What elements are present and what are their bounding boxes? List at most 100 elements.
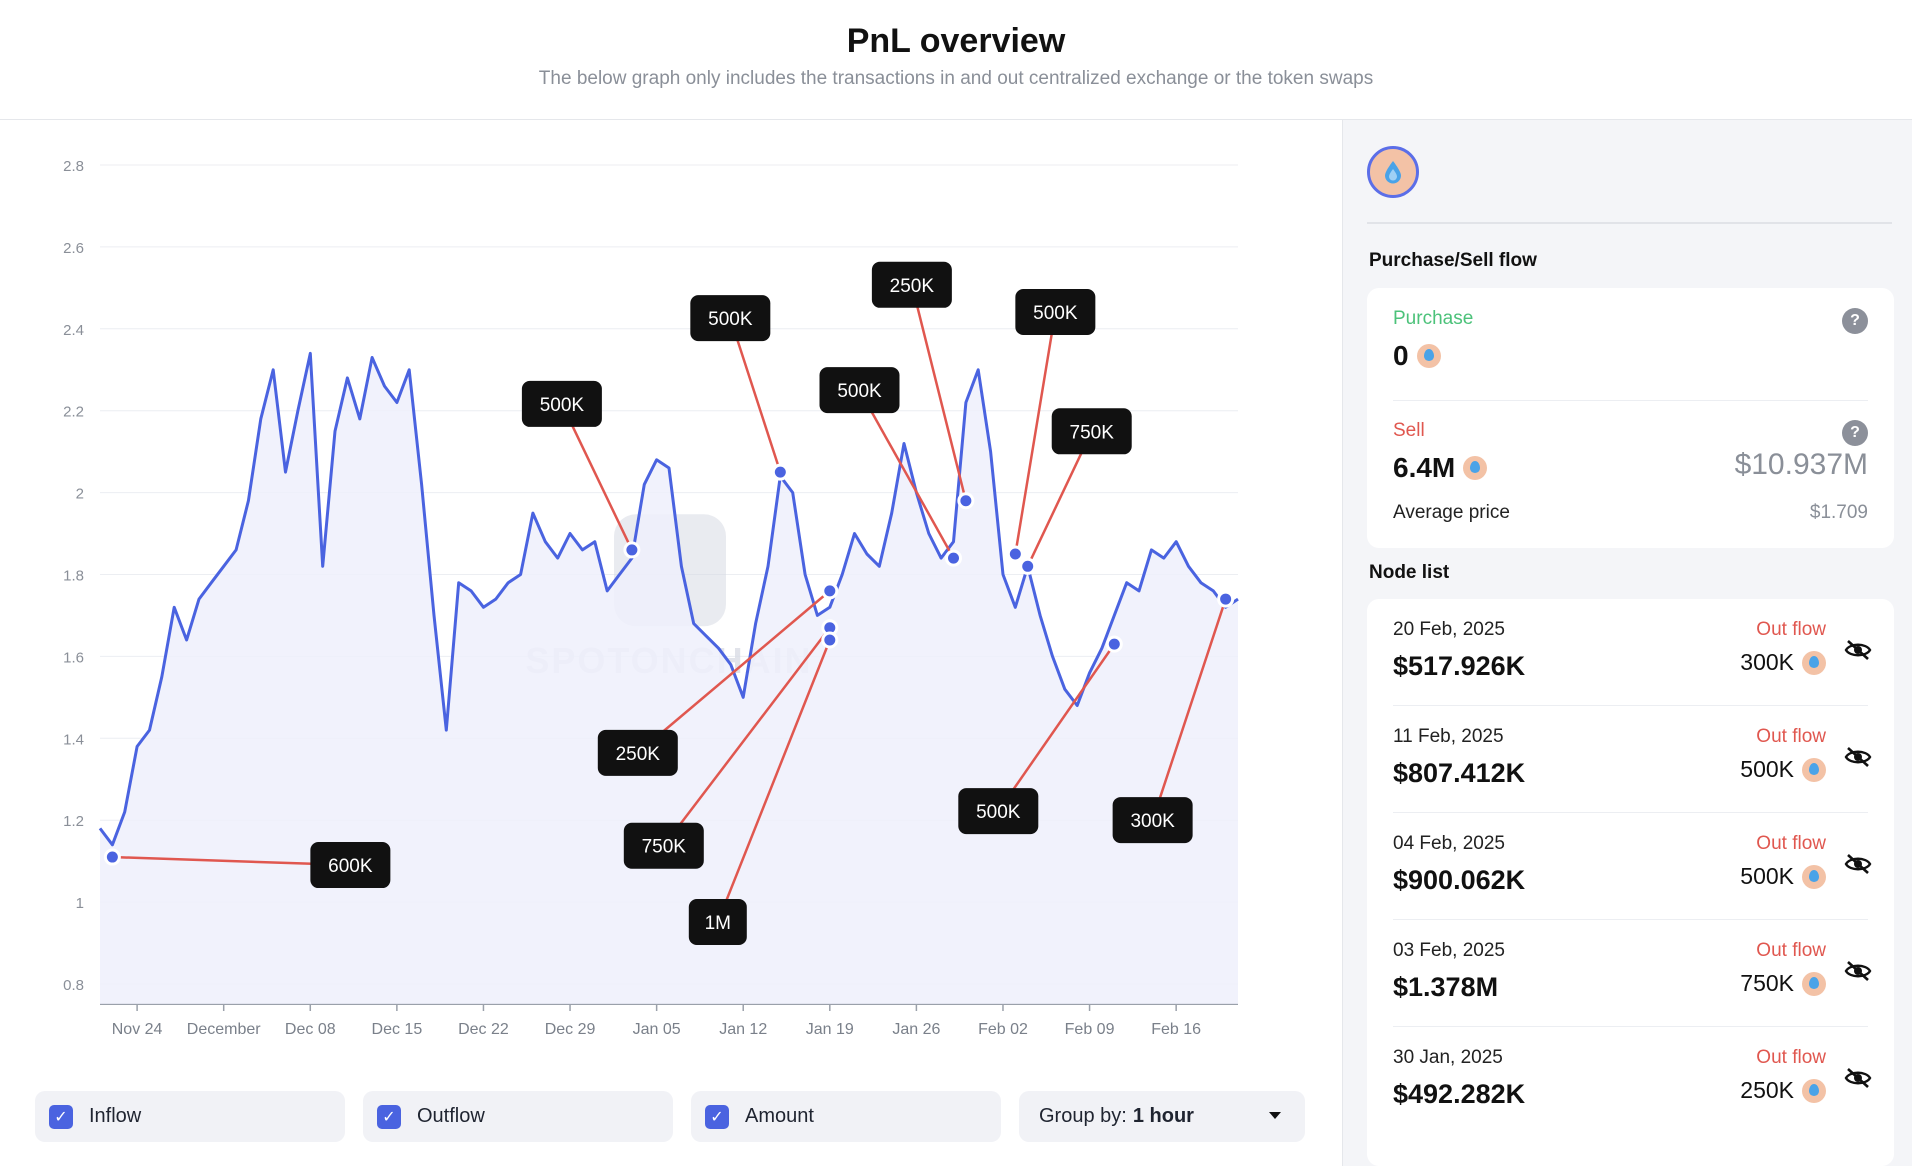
chart-panel: 0.8 1 1.2 1.4 1.6 1.8 2 2.2 2.4 2.6 2.8 Nov 24 Decem… xyxy=(0,120,1342,1166)
sell-label: Sell xyxy=(1393,420,1425,441)
outflow-label: Outflow xyxy=(417,1105,485,1127)
sell-help-icon[interactable]: ? xyxy=(1842,420,1868,446)
node-token-amount: 500K xyxy=(1740,863,1826,890)
outflow-toggle[interactable]: ✓ Outflow xyxy=(363,1091,673,1142)
marker-label: 750K xyxy=(1070,422,1115,443)
flow-section-title: Purchase/Sell flow xyxy=(1369,250,1537,271)
marker-label-box xyxy=(958,788,1039,835)
marker-label-box xyxy=(690,295,771,342)
node-flow-type: Out flow xyxy=(1756,833,1826,854)
sell-usd-value: $10.937M xyxy=(1734,448,1868,481)
sidebar: Purchase/Sell flow Purchase ? 0 Sell ? 6… xyxy=(1343,120,1912,1166)
node-token-value: 300K xyxy=(1740,649,1794,675)
marker-dot xyxy=(1019,557,1037,575)
marker-label: 500K xyxy=(837,381,882,402)
marker-label: 600K xyxy=(328,856,373,877)
marker-dot xyxy=(1006,545,1024,563)
average-price-value: $1.709 xyxy=(1809,502,1868,523)
outflow-checkbox[interactable]: ✓ xyxy=(377,1104,401,1129)
marker-label: 250K xyxy=(616,744,661,765)
node-date: 11 Feb, 2025 xyxy=(1393,726,1504,747)
marker-label-box xyxy=(819,367,900,414)
inflow-label: Inflow xyxy=(89,1105,142,1127)
node-date: 04 Feb, 2025 xyxy=(1393,833,1505,854)
marker-label-box xyxy=(1015,289,1096,336)
marker-label-box xyxy=(871,261,952,308)
node-item[interactable]: 30 Jan, 2025 $492.282K Out flow 250K xyxy=(1367,1027,1894,1134)
node-flow-type: Out flow xyxy=(1756,940,1826,961)
marker-label: 750K xyxy=(642,837,687,858)
amount-checkbox[interactable]: ✓ xyxy=(705,1104,729,1129)
marker-connector xyxy=(560,403,634,551)
purchase-value: 0 xyxy=(1393,340,1441,372)
marker-dot xyxy=(945,549,962,567)
eye-off-icon[interactable] xyxy=(1844,639,1872,661)
eye-off-icon[interactable] xyxy=(1844,746,1872,768)
node-amount: $492.282K xyxy=(1393,1079,1526,1109)
node-flow-type: Out flow xyxy=(1756,726,1826,747)
node-amount: $517.926K xyxy=(1393,651,1526,681)
eye-off-icon[interactable] xyxy=(1844,853,1872,875)
x-tick-label: Jan 19 xyxy=(806,1021,854,1038)
marker-connector xyxy=(662,626,831,847)
inflow-toggle[interactable]: ✓ Inflow xyxy=(35,1091,345,1142)
chevron-down-icon xyxy=(1269,1112,1281,1119)
marker-label-box xyxy=(597,729,678,776)
node-item[interactable]: 04 Feb, 2025 $900.062K Out flow 500K xyxy=(1367,813,1894,920)
node-token-amount: 750K xyxy=(1740,970,1826,997)
purchase-amount: 0 xyxy=(1393,340,1409,371)
inflow-checkbox[interactable]: ✓ xyxy=(49,1104,73,1129)
node-item[interactable]: 20 Feb, 2025 $517.926K Out flow 300K xyxy=(1367,599,1894,706)
marker-label: 500K xyxy=(540,395,585,416)
marker-label-box xyxy=(623,822,704,869)
node-item[interactable]: 03 Feb, 2025 $1.378M Out flow 750K xyxy=(1367,920,1894,1027)
purchase-label: Purchase xyxy=(1393,308,1474,329)
y-tick-label: 0.8 xyxy=(63,977,84,994)
token-icon xyxy=(1802,971,1826,996)
marker-label: 1M xyxy=(705,913,731,934)
x-tick-label: Feb 09 xyxy=(1065,1021,1115,1038)
node-amount: $900.062K xyxy=(1393,865,1526,895)
purchase-sell-card: Purchase ? 0 Sell ? 6.4M $10.937M Averag… xyxy=(1367,288,1894,548)
page-title: PnL overview xyxy=(846,22,1066,60)
marker-label: 250K xyxy=(890,276,935,297)
node-divider xyxy=(1393,919,1868,920)
token-icon xyxy=(1802,1078,1826,1103)
node-amount: $1.378M xyxy=(1393,972,1499,1002)
x-tick-label: Dec 22 xyxy=(458,1021,509,1038)
x-tick-label: December xyxy=(187,1021,261,1038)
y-tick-label: 1.4 xyxy=(63,731,84,748)
y-tick-label: 1.2 xyxy=(63,813,84,830)
x-tick-label: Jan 26 xyxy=(892,1021,940,1038)
marker-label-box xyxy=(688,899,747,946)
x-tick-label: Dec 08 xyxy=(285,1021,336,1038)
purchase-help-icon[interactable]: ? xyxy=(1842,308,1868,334)
page-header: PnL overview The below graph only includ… xyxy=(0,0,1912,120)
eye-off-icon[interactable] xyxy=(1844,1067,1872,1089)
y-tick-label: 2.8 xyxy=(63,158,84,175)
x-tick-label: Dec 29 xyxy=(545,1021,596,1038)
marker-dot xyxy=(771,463,789,481)
node-flow-type: Out flow xyxy=(1756,619,1826,640)
token-icon xyxy=(1802,650,1826,675)
x-tick-label: Nov 24 xyxy=(112,1021,163,1038)
x-tick-label: Dec 15 xyxy=(372,1021,423,1038)
amount-toggle[interactable]: ✓ Amount xyxy=(691,1091,1001,1142)
node-token-value: 500K xyxy=(1740,863,1794,889)
node-item[interactable]: 11 Feb, 2025 $807.412K Out flow 500K xyxy=(1367,706,1894,813)
y-tick-label: 1.8 xyxy=(63,568,84,585)
marker-label: 300K xyxy=(1130,811,1175,832)
sidebar-divider xyxy=(1367,222,1892,224)
group-by-select[interactable]: Group by: 1 hour xyxy=(1019,1091,1305,1142)
x-tick-label: Feb 16 xyxy=(1151,1021,1201,1038)
token-icon xyxy=(1416,344,1441,368)
node-date: 03 Feb, 2025 xyxy=(1393,940,1505,961)
marker-connector xyxy=(636,589,831,754)
node-token-amount: 300K xyxy=(1740,649,1826,676)
group-by-label: Group by: xyxy=(1039,1105,1127,1127)
token-drop-icon[interactable] xyxy=(1367,146,1419,198)
y-tick-label: 2.2 xyxy=(63,404,84,421)
y-tick-label: 1 xyxy=(76,895,84,912)
eye-off-icon[interactable] xyxy=(1844,960,1872,982)
token-icon xyxy=(1802,864,1826,889)
